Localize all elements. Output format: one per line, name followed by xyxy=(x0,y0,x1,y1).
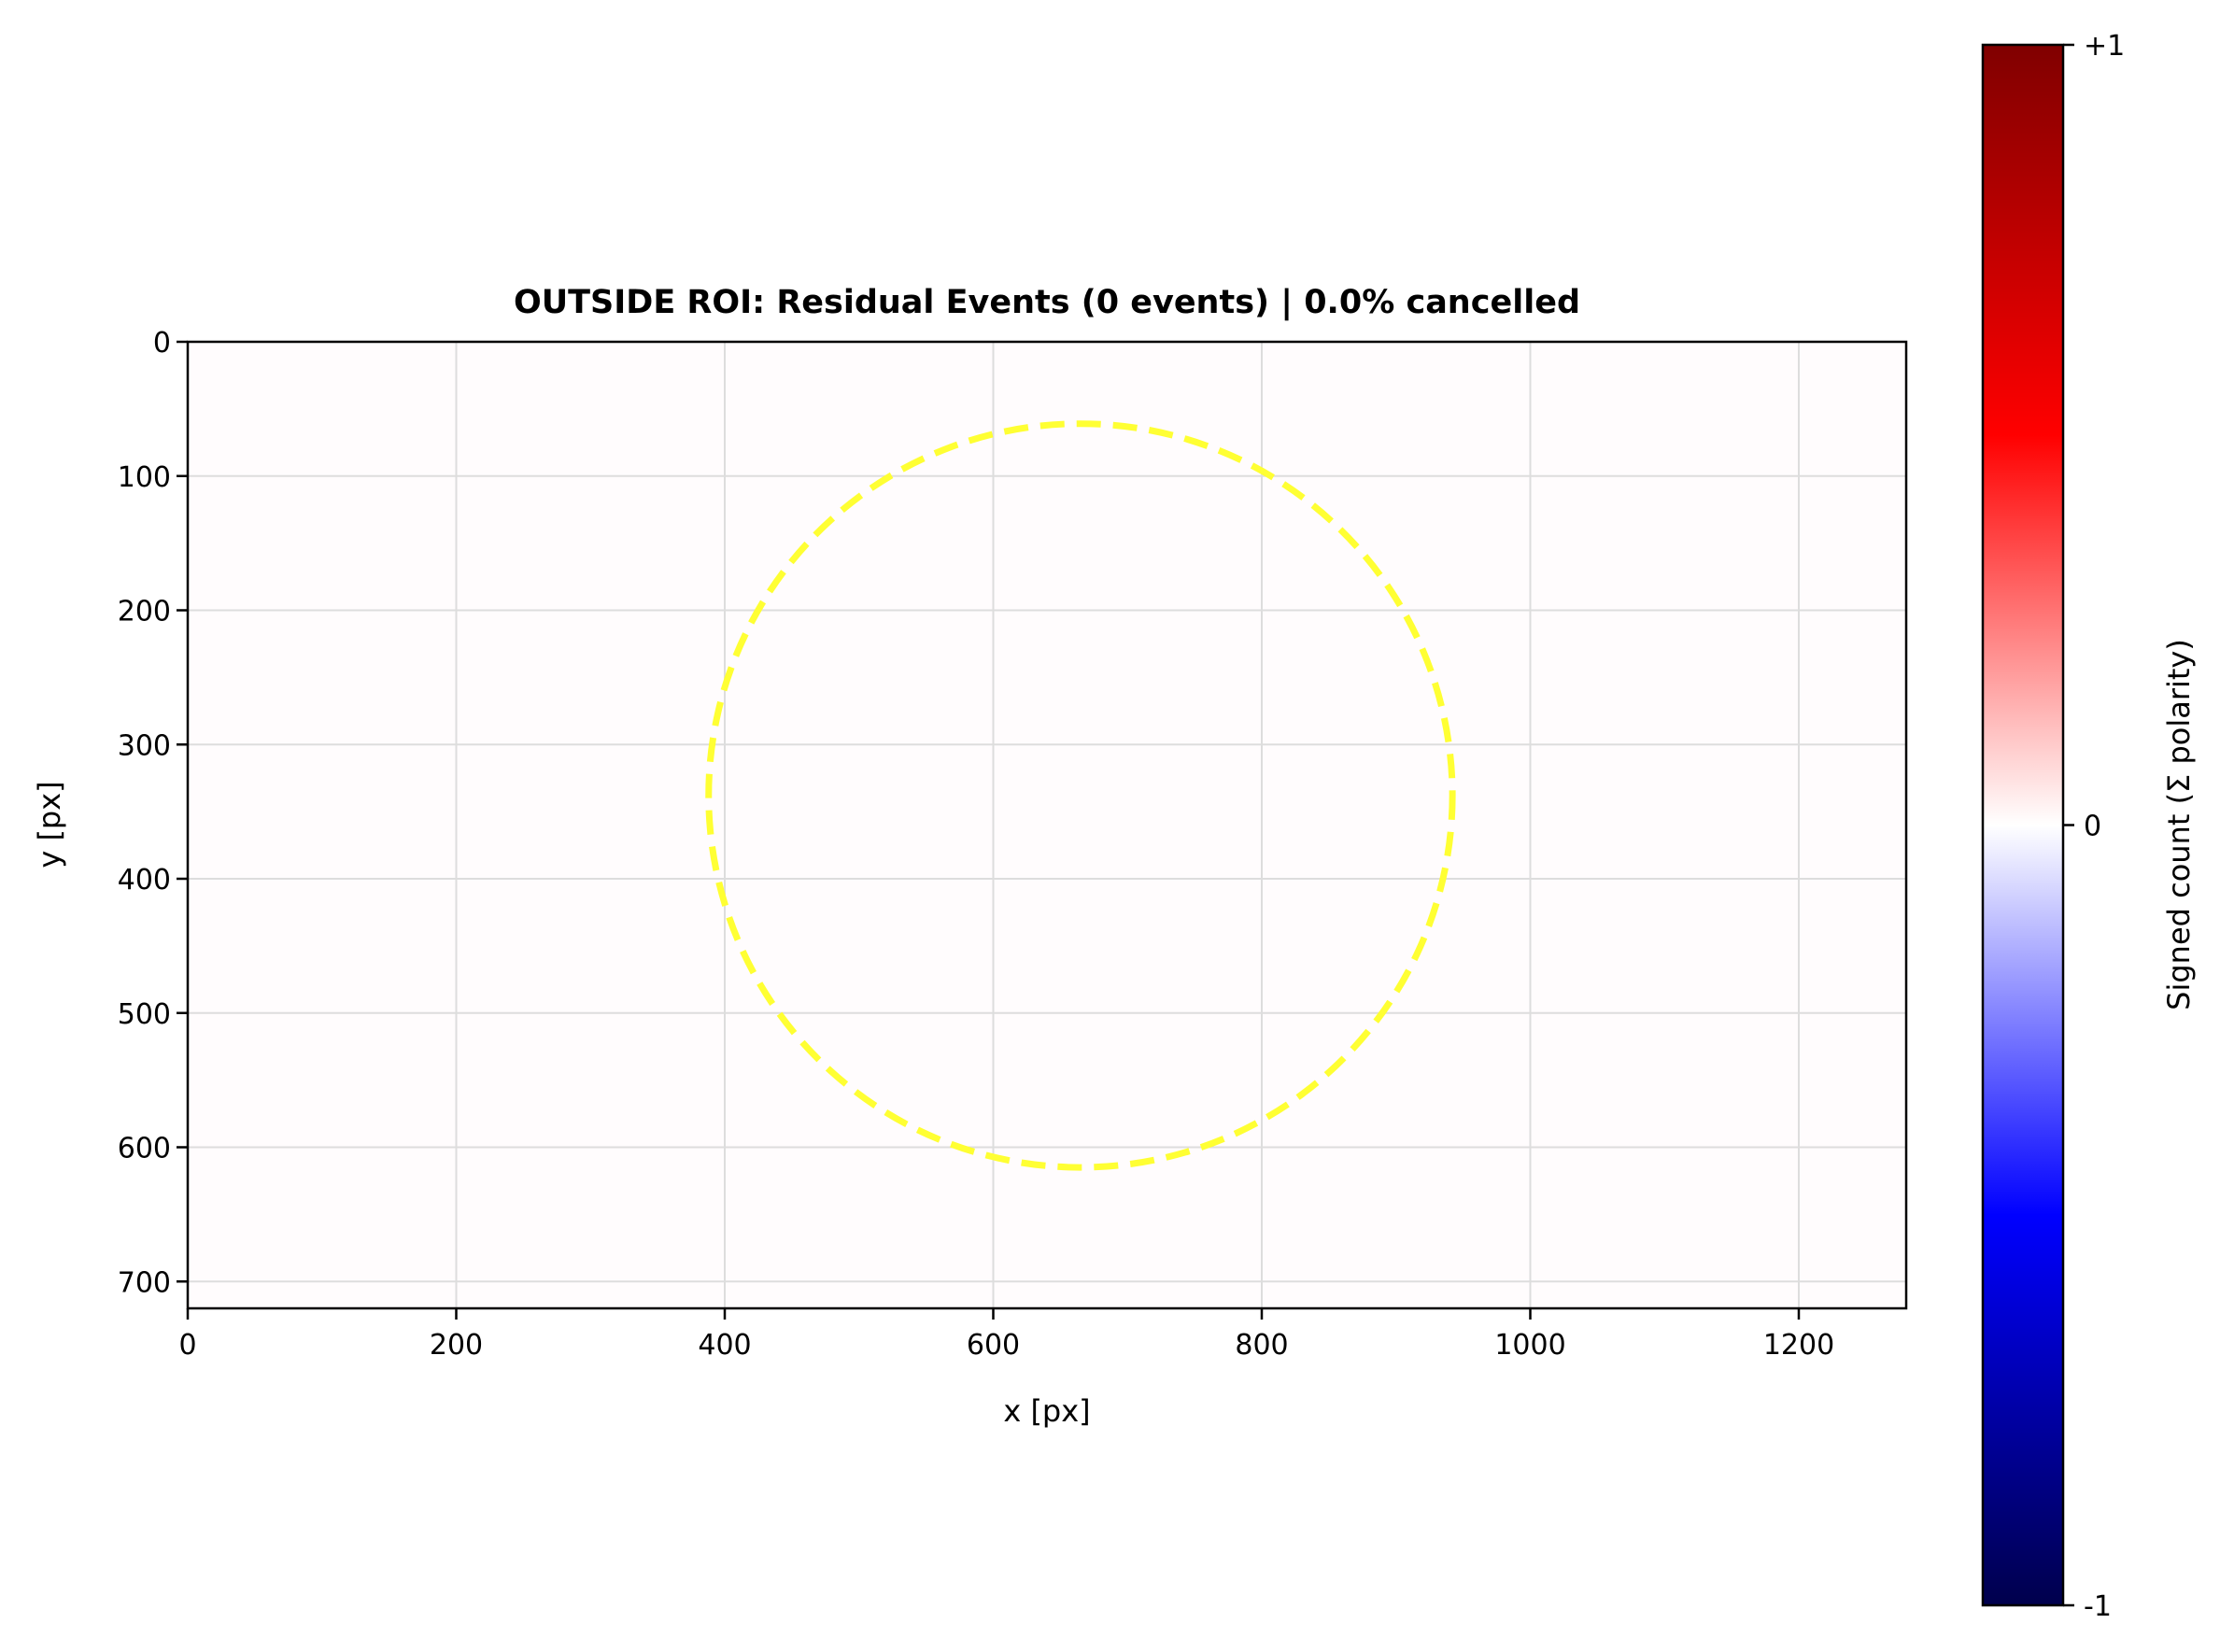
colorbar-label: Signed count (Σ polarity) xyxy=(2161,639,2197,1010)
colorbar xyxy=(1981,43,2065,1607)
x-tick-label: 800 xyxy=(1235,1329,1288,1362)
y-tick-label: 600 xyxy=(118,1133,171,1165)
chart-title: OUTSIDE ROI: Residual Events (0 events) … xyxy=(514,284,1580,321)
y-tick-label: 100 xyxy=(118,461,171,494)
colorbar-tick-label: +1 xyxy=(2084,30,2125,63)
x-axis-ticks: 0 200 400 600 800 1000 1200 xyxy=(178,1308,1834,1362)
y-tick-label: 300 xyxy=(118,729,171,762)
roi-circle xyxy=(705,420,1456,1171)
x-axis-label: x [px] xyxy=(1003,1393,1090,1429)
x-tick-label: 400 xyxy=(698,1329,751,1362)
y-tick-label: 400 xyxy=(118,864,171,897)
x-tick-label: 200 xyxy=(430,1329,483,1362)
y-tick-label: 500 xyxy=(118,998,171,1031)
y-axis-ticks: 0 100 200 300 400 500 600 700 xyxy=(118,327,188,1299)
grid-lines xyxy=(187,341,1906,1308)
y-tick-label: 0 xyxy=(153,327,171,360)
colorbar-ticks: +1 0 -1 xyxy=(2063,30,2125,1623)
y-tick-label: 700 xyxy=(118,1266,171,1299)
y-axis-label: y [px] xyxy=(32,781,67,868)
axes-frame xyxy=(186,340,1908,1310)
y-tick-label: 200 xyxy=(118,596,171,628)
x-tick-label: 1000 xyxy=(1494,1329,1565,1362)
colorbar-tick-label: 0 xyxy=(2084,811,2101,843)
x-tick-label: 600 xyxy=(967,1329,1020,1362)
x-tick-label: 1200 xyxy=(1763,1329,1834,1362)
heatmap-area xyxy=(188,342,1906,1308)
colorbar-tick-label: -1 xyxy=(2084,1590,2112,1623)
x-tick-label: 0 xyxy=(178,1329,196,1362)
